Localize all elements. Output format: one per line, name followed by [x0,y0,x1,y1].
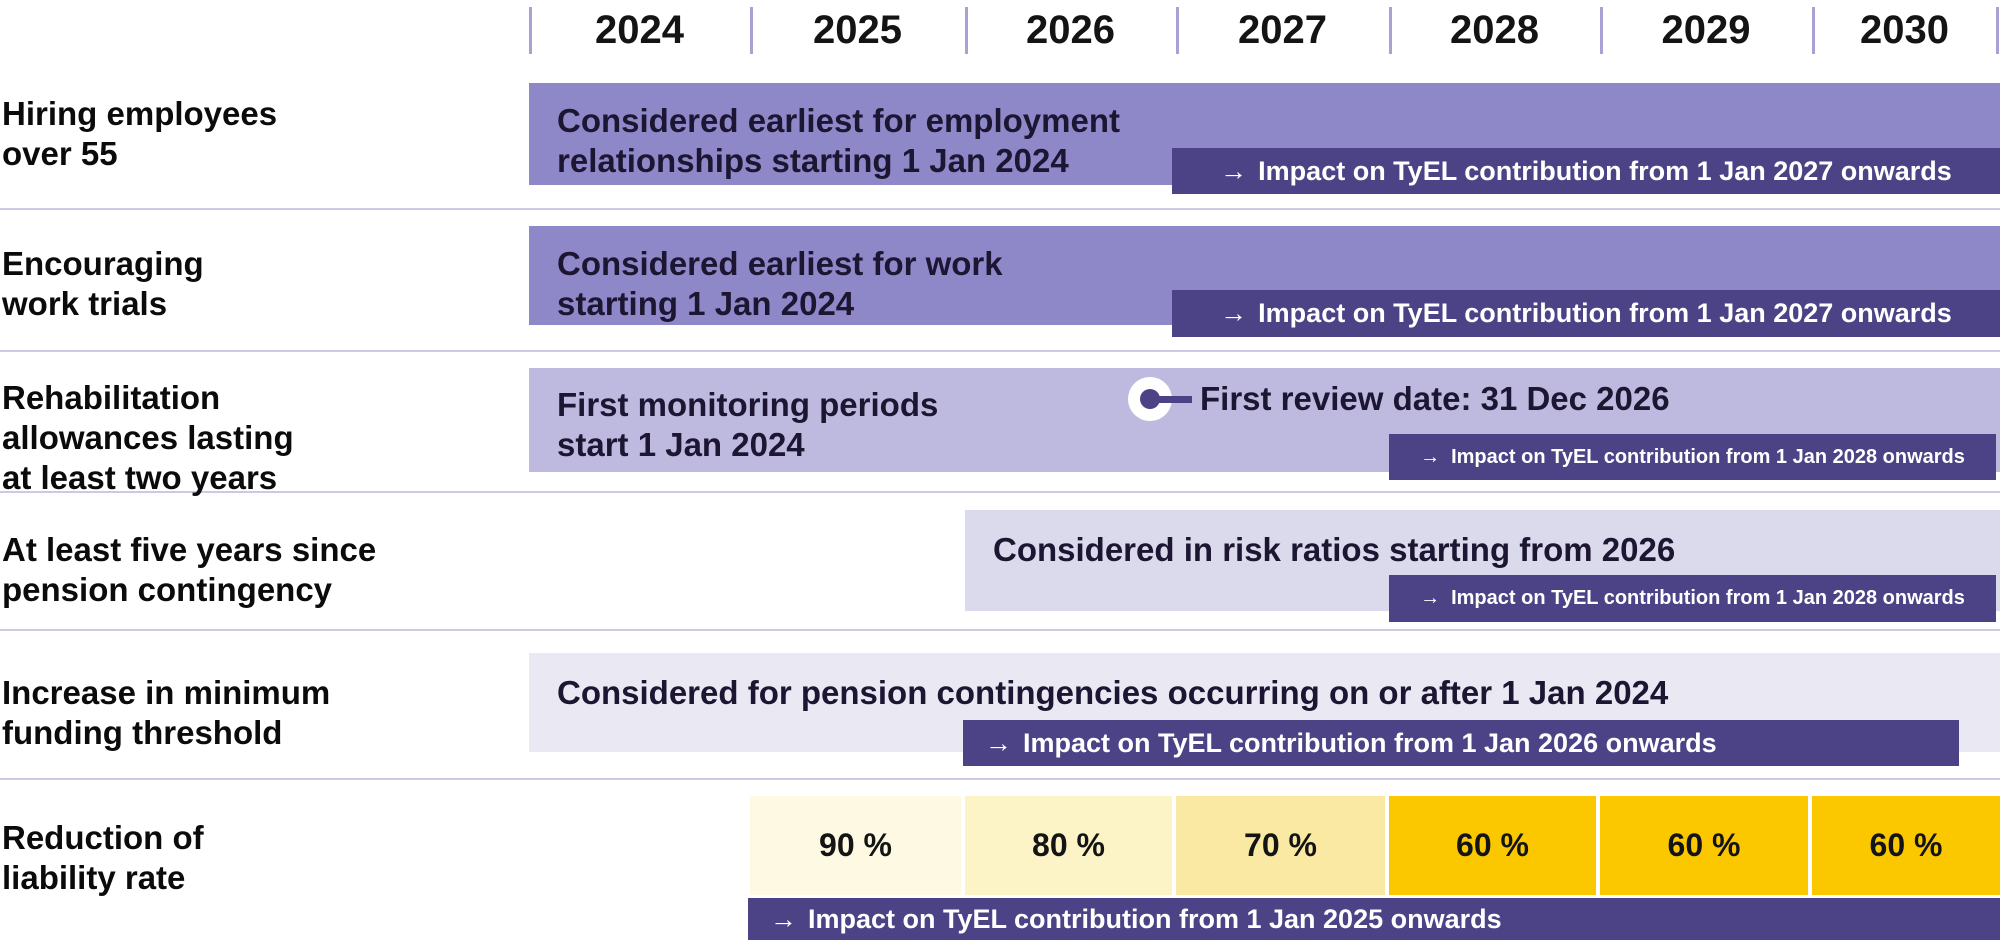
activity-bar-text: Considered earliest for work starting 1 … [557,244,1003,324]
rate-cell-2028: 60 % [1389,796,1596,895]
rate-cell-2025: 90 % [750,796,961,895]
impact-label: Impact on TyEL contribution from 1 Jan 2… [1451,445,1965,468]
row-label-line: at least two years [2,459,278,496]
impact-bar: → Impact on TyEL contribution from 1 Jan… [1172,290,2000,337]
year-label: 2027 [1238,8,1327,52]
year-tick [965,7,968,54]
impact-label: Impact on TyEL contribution from 1 Jan 2… [1451,587,1965,609]
year-label: 2030 [1860,8,1949,52]
row-label-line: Encouraging [2,245,204,282]
row-label-line: work trials [2,285,168,322]
arrow-right-icon: → [1420,587,1441,609]
activity-text-line: Considered earliest for employment [557,102,1120,139]
year-label: 2025 [813,8,902,52]
row-label-funding-threshold: Increase in minimum funding threshold [2,673,330,753]
year-tick [750,7,753,54]
arrow-right-icon: → [1220,155,1248,186]
arrow-right-icon: → [770,903,797,934]
row-label-liability-rate: Reduction of liability rate [2,818,204,898]
impact-bar: → Impact on TyEL contribution from 1 Jan… [1172,148,2000,194]
row-label-line: Rehabilitation [2,379,221,416]
row-label-line: liability rate [2,859,186,896]
activity-bar-text: Considered earliest for employment relat… [557,101,1120,181]
row-label-hiring-employees: Hiring employees over 55 [2,94,277,174]
impact-label: Impact on TyEL contribution from 1 Jan 2… [1258,298,1952,328]
row-label-line: Reduction of [2,819,204,856]
activity-bar-text: Considered for pension contingencies occ… [557,673,1668,713]
year-label: 2024 [595,8,684,52]
activity-bar-text: Considered in risk ratios starting from … [993,530,1675,570]
arrow-right-icon: → [1420,445,1441,468]
year-label: 2029 [1661,8,1751,52]
impact-bar: → Impact on TyEL contribution from 1 Jan… [748,898,2000,940]
row-label-rehabilitation-allowances: Rehabilitation allowances lasting at lea… [2,378,294,498]
milestone-label: First review date: 31 Dec 2026 [1200,380,1670,417]
activity-text-line: Considered earliest for work [557,245,1003,282]
impact-label: Impact on TyEL contribution from 1 Jan 2… [1258,155,1952,186]
row-label-line: over 55 [2,135,118,172]
year-label: 2028 [1450,8,1539,52]
row-label-line: At least five years since [2,531,377,568]
row-label-work-trials: Encouraging work trials [2,244,204,324]
year-tick [1389,7,1392,54]
rate-cell-2029: 60 % [1600,796,1808,895]
activity-text-line: First monitoring periods [557,386,939,423]
row-divider [0,208,2000,210]
activity-text-line: starting 1 Jan 2024 [557,285,855,322]
impact-bar: → Impact on TyEL contribution from 1 Jan… [1389,434,1996,480]
rate-cell-2027: 70 % [1176,796,1385,895]
milestone-stem [1150,396,1192,403]
arrow-right-icon: → [1220,298,1248,328]
row-label-line: Hiring employees [2,95,278,132]
row-divider [0,629,2000,631]
row-label-line: pension contingency [2,571,333,608]
row-label-line: allowances lasting [2,419,294,456]
rate-cell-2026: 80 % [965,796,1172,895]
row-label-pension-contingency: At least five years since pension contin… [2,530,376,610]
year-label: 2026 [1026,8,1115,52]
activity-bar-text: First monitoring periods start 1 Jan 202… [557,385,938,465]
row-divider [0,350,2000,352]
year-tick [529,7,532,54]
milestone-dot [1140,389,1160,409]
row-label-line: Increase in minimum [2,674,331,711]
year-tick [1176,7,1179,54]
impact-bar: → Impact on TyEL contribution from 1 Jan… [1389,575,1996,622]
row-divider [0,491,2000,493]
impact-label: Impact on TyEL contribution from 1 Jan 2… [808,903,1502,934]
impact-bar: → Impact on TyEL contribution from 1 Jan… [963,720,1959,766]
activity-text-line: Considered for pension contingencies occ… [557,674,1669,711]
year-tick [1600,7,1603,54]
arrow-right-icon: → [985,727,1012,758]
row-divider [0,778,2000,780]
year-tick [1996,7,1999,54]
activity-text-line: relationships starting 1 Jan 2024 [557,142,1069,179]
impact-label: Impact on TyEL contribution from 1 Jan 2… [1023,727,1717,758]
activity-text-line: Considered in risk ratios starting from … [993,531,1676,568]
activity-text-line: start 1 Jan 2024 [557,426,805,463]
rate-cell-2030: 60 % [1812,796,2000,895]
year-tick [1812,7,1815,54]
row-label-line: funding threshold [2,714,283,751]
